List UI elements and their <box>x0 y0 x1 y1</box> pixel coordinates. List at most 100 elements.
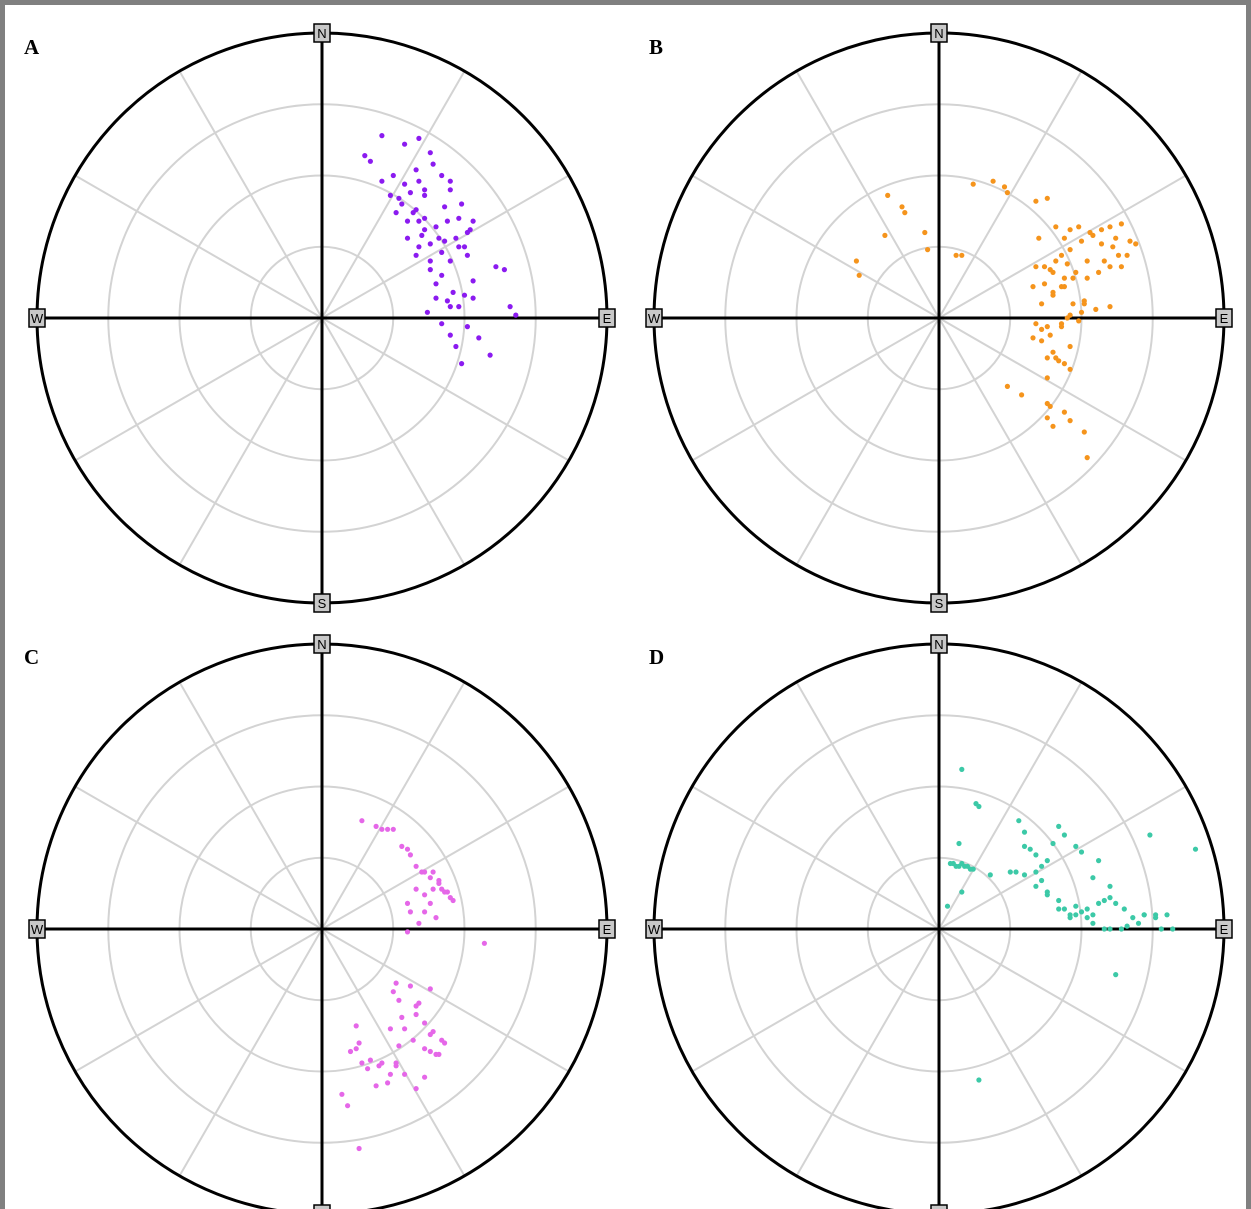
data-point <box>431 162 436 167</box>
grid-spoke <box>180 929 323 1176</box>
data-point <box>1048 267 1053 272</box>
data-point <box>414 1003 419 1008</box>
data-point <box>1090 921 1095 926</box>
data-point <box>1090 912 1095 917</box>
grid-spoke <box>939 318 1186 461</box>
data-point <box>471 296 476 301</box>
data-point <box>1045 355 1050 360</box>
grid-spoke <box>939 71 1082 318</box>
data-point <box>1030 284 1035 289</box>
data-point <box>1136 921 1141 926</box>
data-point <box>368 159 373 164</box>
data-point <box>422 909 427 914</box>
data-point <box>1113 236 1118 241</box>
data-point <box>1062 906 1067 911</box>
data-point <box>428 150 433 155</box>
data-point <box>1116 253 1121 258</box>
data-point <box>476 335 481 340</box>
grid-spoke <box>692 176 939 319</box>
data-point <box>422 1020 427 1025</box>
data-point <box>1062 276 1067 281</box>
data-point <box>414 887 419 892</box>
data-point <box>857 273 862 278</box>
data-point <box>374 824 379 829</box>
data-point <box>991 179 996 184</box>
data-point <box>502 267 507 272</box>
data-point <box>379 827 384 832</box>
data-point <box>959 253 964 258</box>
data-point <box>1056 906 1061 911</box>
data-point <box>396 196 401 201</box>
data-point <box>354 1046 359 1051</box>
data-point <box>439 1038 444 1043</box>
grid-spoke <box>797 682 940 929</box>
data-point <box>465 230 470 235</box>
data-point <box>459 361 464 366</box>
data-point <box>439 173 444 178</box>
panel-letter: A <box>24 35 40 59</box>
direction-label-n: N <box>931 635 947 653</box>
data-point <box>1062 284 1067 289</box>
data-point <box>416 921 421 926</box>
data-point <box>439 250 444 255</box>
panel-letter: B <box>649 35 663 59</box>
data-point <box>354 1023 359 1028</box>
direction-label-text: N <box>934 26 943 41</box>
data-point <box>1096 858 1101 863</box>
data-point <box>433 296 438 301</box>
data-point <box>959 889 964 894</box>
data-point <box>899 204 904 209</box>
data-point <box>1045 892 1050 897</box>
data-point <box>1050 290 1055 295</box>
data-point <box>416 136 421 141</box>
data-point <box>428 241 433 246</box>
data-series <box>339 818 487 1151</box>
data-point <box>422 193 427 198</box>
data-point <box>436 236 441 241</box>
data-point <box>1062 832 1067 837</box>
data-point <box>1159 926 1164 931</box>
direction-label-text: N <box>317 637 326 652</box>
data-point <box>402 182 407 187</box>
data-point <box>976 1077 981 1082</box>
data-point <box>436 881 441 886</box>
data-point <box>854 258 859 263</box>
data-point <box>488 353 493 358</box>
data-point <box>971 182 976 187</box>
data-point <box>1107 264 1112 269</box>
data-point <box>1045 415 1050 420</box>
data-point <box>1090 875 1095 880</box>
data-point <box>402 142 407 147</box>
grid-spoke <box>692 787 939 930</box>
data-point <box>1050 841 1055 846</box>
data-point <box>1125 253 1130 258</box>
data-point <box>976 804 981 809</box>
data-point <box>379 133 384 138</box>
data-point <box>471 219 476 224</box>
data-point <box>1033 884 1038 889</box>
grid-spoke <box>322 318 465 565</box>
grid-spoke <box>322 929 465 1176</box>
direction-label-w: W <box>646 920 662 938</box>
data-point <box>408 909 413 914</box>
data-point <box>385 827 390 832</box>
data-point <box>1013 869 1018 874</box>
direction-label-s: S <box>314 594 330 612</box>
data-point <box>414 207 419 212</box>
data-point <box>1056 824 1061 829</box>
direction-label-text: W <box>31 311 44 326</box>
data-point <box>394 981 399 986</box>
data-point <box>1147 832 1152 837</box>
data-point <box>1079 239 1084 244</box>
direction-label-w: W <box>29 309 45 327</box>
data-point <box>1065 315 1070 320</box>
data-point <box>1033 199 1038 204</box>
direction-label-text: N <box>317 26 326 41</box>
data-point <box>1039 327 1044 332</box>
data-point <box>1068 344 1073 349</box>
data-point <box>1113 972 1118 977</box>
data-point <box>399 1015 404 1020</box>
data-point <box>428 1049 433 1054</box>
data-point <box>436 1052 441 1057</box>
